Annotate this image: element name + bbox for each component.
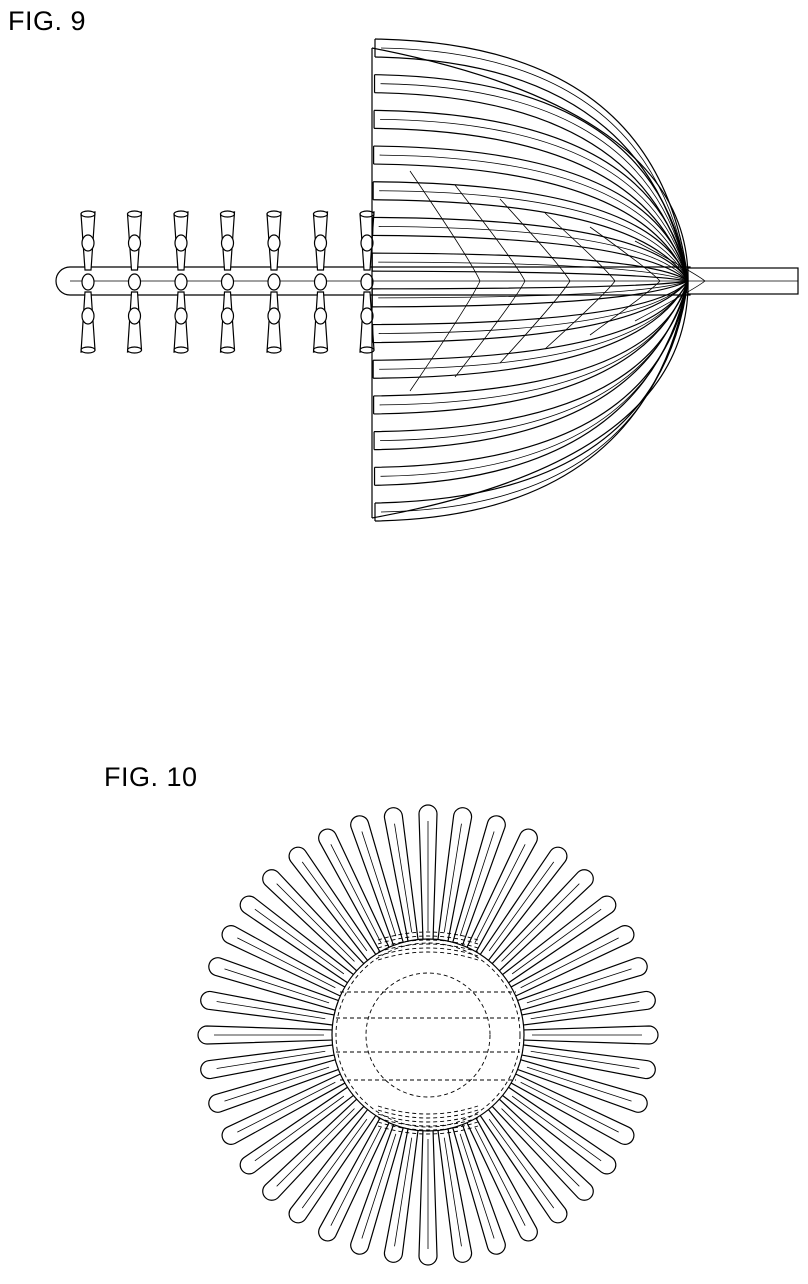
fan-bristle bbox=[375, 39, 688, 281]
small-bristle-row bbox=[174, 211, 188, 353]
fan-bristle bbox=[374, 110, 688, 281]
radial-bristle bbox=[520, 1026, 658, 1044]
fan-bristle bbox=[375, 75, 688, 281]
inner-bristle-arc bbox=[410, 171, 480, 281]
fan-bristle bbox=[375, 281, 688, 521]
small-bristle-row bbox=[128, 211, 142, 353]
radial-bristle bbox=[419, 805, 437, 943]
radial-bristle bbox=[419, 1127, 437, 1265]
fan-bristle bbox=[374, 281, 688, 414]
fig-9-side-view bbox=[56, 39, 798, 521]
small-bristle-row bbox=[314, 211, 328, 353]
radial-bristle bbox=[198, 1026, 336, 1044]
small-bristle-row bbox=[267, 211, 281, 353]
fig-10-end-view bbox=[198, 805, 658, 1265]
small-bristle-row bbox=[221, 211, 235, 353]
small-bristle-row bbox=[81, 211, 95, 353]
